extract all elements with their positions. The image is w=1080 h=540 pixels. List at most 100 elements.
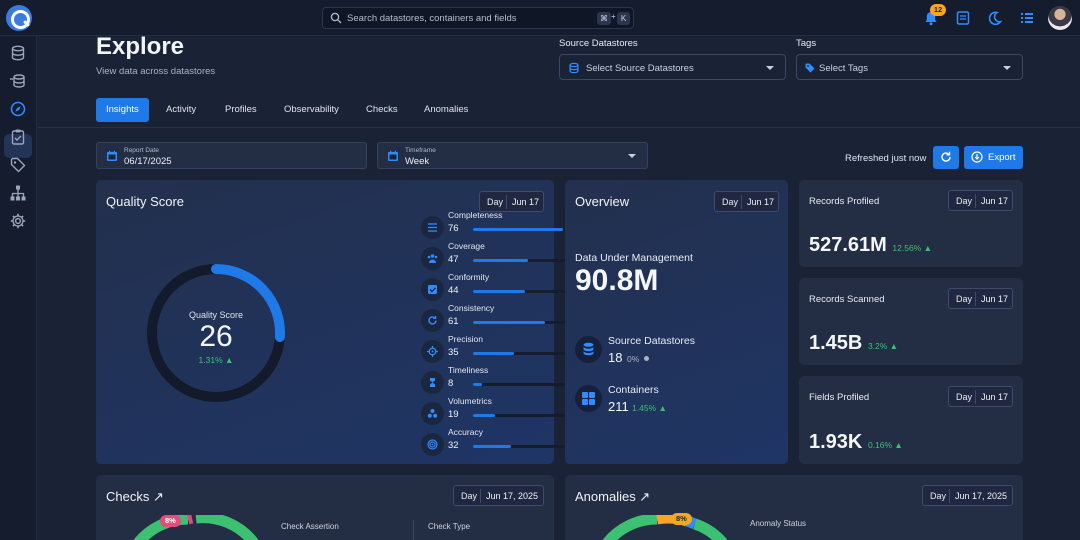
metric-value: 8: [448, 378, 454, 389]
quality-score-change: 1.31% ▲: [198, 355, 234, 365]
consistency-icon: [428, 316, 437, 325]
tabs-divider: [38, 127, 1080, 128]
metric-progress-fill: [473, 259, 529, 262]
metric-icon-wrap: [421, 340, 444, 363]
menu-list-icon[interactable]: [1019, 10, 1035, 26]
records-scanned-title: Records Scanned: [809, 294, 885, 305]
database-icon: [569, 62, 579, 74]
timeframe-value: Week: [405, 156, 430, 167]
anomalies-date-pill[interactable]: Day Jun 17, 2025: [922, 485, 1013, 506]
metric-progress-fill: [473, 414, 496, 417]
overview-date-pill[interactable]: Day Jun 17: [714, 191, 779, 212]
pill-separator: [975, 194, 976, 208]
tab-checks[interactable]: Checks: [366, 104, 398, 115]
database-icon: [583, 342, 594, 356]
metric-progress-track: [473, 414, 591, 417]
metric-name: Precision: [448, 334, 483, 344]
settings-gear-icon[interactable]: [9, 212, 27, 230]
metric-name: Coverage: [448, 241, 485, 251]
metric-progress-track: [473, 352, 591, 355]
checks-title[interactable]: Checks ↗: [106, 489, 164, 504]
volumetrics-icon: [427, 409, 438, 418]
refresh-button[interactable]: [933, 146, 959, 169]
fields-profiled-date-pill[interactable]: Day Jun 17: [948, 386, 1013, 407]
overview-card: Overview Day Jun 17 Data Under Managemen…: [565, 180, 788, 464]
quality-score-card: Quality Score Day Jun 17 Quality Score 2…: [96, 180, 633, 464]
records-scanned-change: 3.2% ▲: [867, 341, 899, 351]
metric-progress-fill: [473, 445, 511, 448]
coverage-icon: [427, 254, 438, 263]
gauge-label: Quality Score: [188, 310, 244, 320]
records-scanned-value: 1.45B 3.2% ▲: [809, 332, 898, 355]
metric-icon-wrap: [421, 216, 444, 239]
column-divider: [413, 520, 414, 540]
anomalies-card: Anomalies ↗ Day Jun 17, 2025 8% Anomaly …: [565, 475, 1023, 540]
database-icon[interactable]: [9, 44, 27, 62]
app-logo[interactable]: [6, 5, 32, 31]
metric-name: Volumetrics: [448, 396, 492, 406]
records-profiled-date-pill[interactable]: Day Jun 17: [948, 190, 1013, 211]
tab-profiles[interactable]: Profiles: [225, 104, 257, 115]
theme-moon-icon[interactable]: [987, 10, 1003, 26]
docs-icon[interactable]: [955, 10, 971, 26]
fields-profiled-card: Fields Profiled Day Jun 17 1.93K 0.16% ▲: [799, 376, 1023, 464]
conformity-icon: [428, 285, 437, 294]
hierarchy-icon[interactable]: [9, 184, 27, 202]
tags-select[interactable]: Select Tags: [796, 54, 1023, 80]
tab-anomalies[interactable]: Anomalies: [424, 104, 469, 115]
metric-name: Timeliness: [448, 365, 489, 375]
page-title: Explore: [96, 33, 185, 60]
sidebar-active-highlight: [4, 134, 32, 158]
pill-separator: [506, 195, 507, 209]
pill-day: Day: [487, 197, 504, 207]
tab-insights[interactable]: Insights: [96, 98, 149, 122]
report-date-field[interactable]: Report Date 06/17/2025: [96, 142, 367, 169]
global-search[interactable]: Search datastores, containers and fields…: [322, 7, 634, 29]
calendar-icon: [107, 150, 117, 161]
pill-date: Jun 17, 2025: [486, 491, 539, 501]
anomalies-donut: [602, 515, 728, 540]
grid-icon: [582, 392, 595, 405]
pill-day: Day: [956, 196, 973, 206]
metric-progress-track: [473, 383, 591, 386]
download-icon: [971, 151, 983, 163]
source-datastores-select[interactable]: Select Source Datastores: [559, 54, 786, 80]
anomalies-title[interactable]: Anomalies ↗: [575, 489, 651, 504]
tag-icon[interactable]: [9, 156, 27, 174]
metric-progress-track: [473, 259, 591, 262]
records-profiled-value: 527.61M 12.56% ▲: [809, 234, 932, 257]
metric-value: 76: [448, 223, 459, 234]
tab-observability[interactable]: Observability: [284, 104, 339, 115]
records-profiled-title: Records Profiled: [809, 196, 880, 207]
datastore-stack-icon[interactable]: [9, 72, 27, 90]
user-avatar[interactable]: [1048, 6, 1072, 30]
completeness-icon: [428, 223, 437, 232]
quality-date-pill[interactable]: Day Jun 17: [479, 191, 544, 212]
pill-separator: [975, 390, 976, 404]
quality-score-value: 26: [199, 320, 233, 353]
checks-date-pill[interactable]: Day Jun 17, 2025: [453, 485, 544, 506]
metric-value: 61: [448, 316, 459, 327]
kbd-plus: +: [611, 12, 616, 21]
calendar-icon: [388, 150, 398, 161]
records-scanned-date-pill[interactable]: Day Jun 17: [948, 288, 1013, 309]
explore-compass-icon[interactable]: [9, 100, 27, 118]
timeframe-label: Timeframe: [405, 147, 436, 154]
records-profiled-number: 527.61M: [809, 234, 887, 256]
pill-date: Jun 17: [981, 294, 1009, 304]
records-profiled-card: Records Profiled Day Jun 17 527.61M 12.5…: [799, 180, 1023, 267]
timeliness-icon: [430, 378, 435, 387]
metric-name: Consistency: [448, 303, 495, 313]
metric-icon-wrap: [421, 433, 444, 456]
metric-icon-wrap: [421, 247, 444, 270]
timeframe-select[interactable]: Timeframe Week: [377, 142, 648, 169]
metric-value: 47: [448, 254, 459, 265]
source-datastores-placeholder: Select Source Datastores: [586, 63, 694, 74]
fields-profiled-title: Fields Profiled: [809, 392, 870, 403]
accuracy-icon: [427, 439, 438, 450]
tab-activity[interactable]: Activity: [166, 104, 197, 115]
checklist-icon[interactable]: [9, 128, 27, 146]
kbd-cmd: ⌘: [597, 12, 611, 25]
metric-name: Conformity: [448, 272, 490, 282]
export-button[interactable]: Export: [964, 146, 1023, 169]
